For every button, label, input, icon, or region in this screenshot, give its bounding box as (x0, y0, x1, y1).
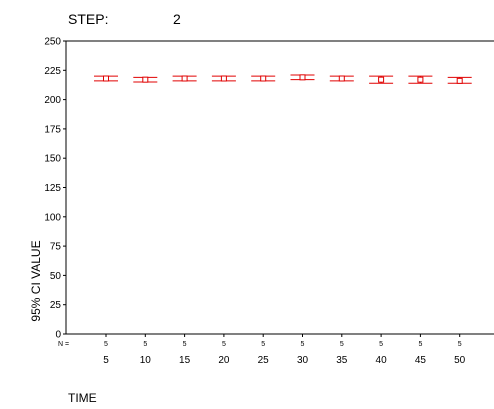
y-tick-label: 75 (50, 242, 62, 253)
y-tick-label: 225 (44, 66, 61, 77)
n-count-label: 5 (143, 341, 147, 348)
y-tick-label: 100 (44, 212, 61, 223)
mean-marker (299, 74, 306, 81)
mean-marker (103, 75, 109, 82)
y-axis-title: 95% CI VALUE (29, 240, 43, 321)
mean-marker (220, 75, 227, 82)
n-count-label: 5 (418, 341, 422, 348)
n-count-label: 5 (261, 341, 265, 348)
x-tick-label: 40 (376, 355, 388, 366)
x-tick-label: 5 (103, 355, 109, 366)
y-tick-label: 125 (44, 183, 61, 194)
step-label: STEP: (68, 11, 108, 27)
n-label: N = (58, 341, 69, 348)
x-axis-title: TIME (68, 391, 97, 405)
mean-marker (417, 76, 424, 83)
y-ticks: 0 25 50 75 100 125 150 175 200 225 250 (44, 37, 66, 341)
n-count-label: 5 (104, 341, 108, 348)
x-tick-label: 15 (179, 355, 191, 366)
mean-marker (181, 75, 188, 82)
n-count-label: 5 (379, 341, 383, 348)
mean-marker (142, 76, 149, 83)
mean-marker (338, 75, 345, 82)
mean-marker (456, 77, 463, 84)
n-count-label: 5 (222, 341, 226, 348)
y-tick-label: 50 (50, 271, 62, 282)
n-count-label: 5 (458, 341, 462, 348)
x-tick-label: 45 (415, 355, 427, 366)
n-count-label: 5 (183, 341, 187, 348)
y-tick-label: 175 (44, 124, 61, 135)
x-tick-label: 10 (140, 355, 152, 366)
n-count-label: 5 (340, 341, 344, 348)
x-tick-label: 20 (218, 355, 230, 366)
x-tick-label: 25 (258, 355, 270, 366)
x-tick-label: 30 (297, 355, 309, 366)
y-tick-label: 200 (44, 95, 61, 106)
n-count-label: 5 (301, 341, 305, 348)
x-tick-label: 35 (336, 355, 348, 366)
y-tick-label: 25 (50, 300, 62, 311)
step-value: 2 (173, 11, 181, 27)
mean-marker (378, 76, 385, 83)
mean-marker (260, 75, 267, 82)
y-tick-label: 150 (44, 154, 61, 165)
x-tick-label: 50 (454, 355, 466, 366)
y-tick-label: 0 (55, 330, 61, 341)
x-ticks: 5 5 5 10 5 15 5 20 5 25 5 30 5 35 5 40 5 45 5 50 (103, 334, 466, 366)
y-tick-label: 250 (44, 37, 61, 48)
ci-marks (94, 74, 472, 84)
